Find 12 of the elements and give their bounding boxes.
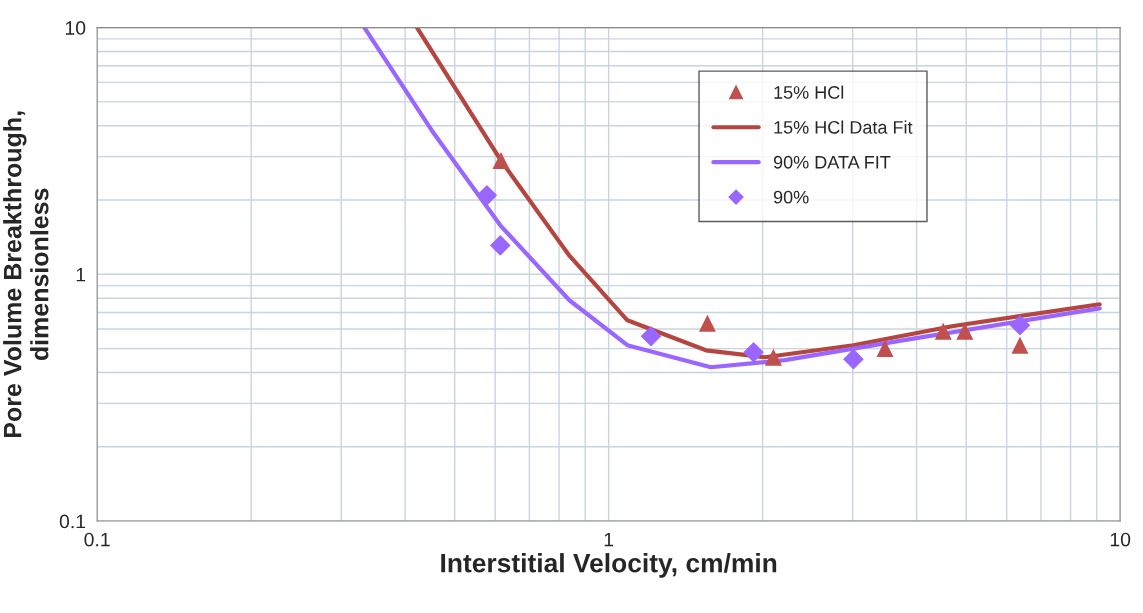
x-tick-label: 0.1 — [84, 532, 110, 547]
x-axis-title: Interstitial Velocity, cm/min — [441, 553, 777, 578]
y-tick-label: 10 — [65, 21, 86, 35]
legend-label: 15% HCl Data Fit — [774, 120, 913, 134]
y-tick-label: 1 — [76, 267, 86, 282]
legend-label: 90% — [773, 190, 809, 204]
legend-label: 90% DATA FIT — [773, 155, 891, 169]
y-tick-label: 0.1 — [59, 514, 86, 529]
legend-label: 15% HCl — [774, 85, 844, 99]
x-tick-label: 10 — [1110, 532, 1131, 547]
y-axis-title: Pore Volume Breakthrough, dimensionless — [3, 111, 49, 438]
x-tick-label: 1 — [604, 532, 614, 547]
